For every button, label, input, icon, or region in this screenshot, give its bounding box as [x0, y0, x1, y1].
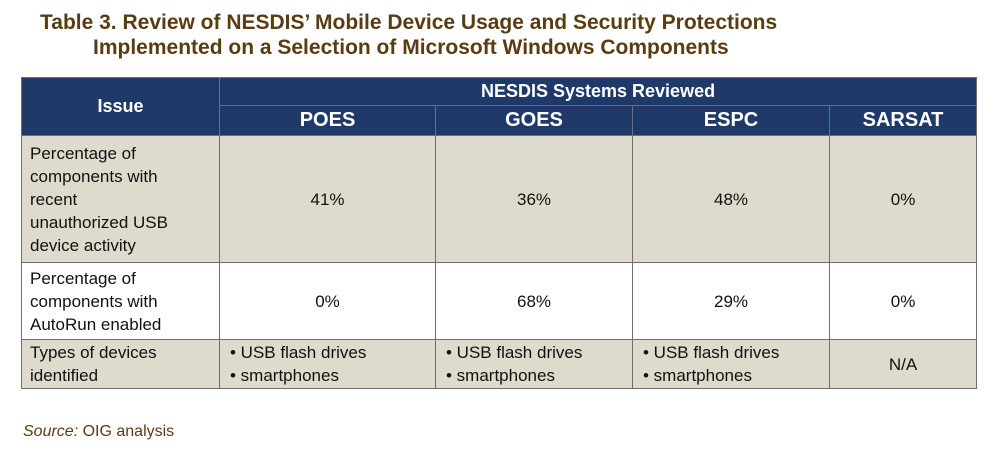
issue-line: AutoRun enabled: [30, 314, 162, 334]
value-cell-sarsat: 0%: [828, 135, 978, 263]
source-label: Source:: [23, 423, 79, 440]
system-header-goes: GOES: [435, 105, 633, 136]
issue-line: identified: [30, 366, 99, 385]
source-note: Source: OIG analysis: [23, 423, 174, 441]
device-list-goes: • USB flash drives • smartphones: [435, 339, 633, 389]
issue-line: recent: [30, 189, 78, 209]
issue-cell: Types of devices identified: [21, 339, 220, 389]
value-cell-espc: 48%: [632, 135, 830, 263]
list-item: • USB flash drives: [230, 343, 367, 362]
value-cell-espc: 29%: [632, 262, 830, 340]
list-item: • smartphones: [230, 366, 339, 385]
issue-line: components with: [30, 166, 158, 186]
title-line-2: Implemented on a Selection of Microsoft …: [93, 36, 729, 59]
value-cell-sarsat: N/A: [828, 339, 978, 389]
issue-line: Percentage of: [30, 143, 136, 163]
value-cell-poes: 41%: [219, 135, 436, 263]
title-line-1: Table 3. Review of NESDIS’ Mobile Device…: [40, 11, 778, 34]
value-cell-goes: 36%: [435, 135, 633, 263]
issue-cell: Percentage of components with recent una…: [21, 135, 220, 263]
issue-cell: Percentage of components with AutoRun en…: [21, 262, 220, 340]
list-item: • smartphones: [446, 366, 555, 385]
list-item: • smartphones: [643, 366, 752, 385]
issue-header: Issue: [21, 77, 220, 136]
list-item: • USB flash drives: [446, 343, 583, 362]
value-cell-goes: 68%: [435, 262, 633, 340]
table-row: Types of devices identified • USB flash …: [21, 339, 978, 389]
value-cell-sarsat: 0%: [828, 262, 978, 340]
list-item: • USB flash drives: [643, 343, 780, 362]
review-table: Issue NESDIS Systems Reviewed POES GOES …: [21, 76, 978, 389]
issue-line: unauthorized USB: [30, 212, 168, 232]
issue-line: device activity: [30, 235, 136, 255]
device-list-poes: • USB flash drives • smartphones: [219, 339, 436, 389]
system-header-sarsat: SARSAT: [828, 105, 978, 136]
system-header-poes: POES: [219, 105, 436, 136]
table-row: Percentage of components with AutoRun en…: [21, 262, 978, 340]
issue-line: Percentage of: [30, 268, 136, 288]
system-header-espc: ESPC: [632, 105, 830, 136]
table-title: Table 3. Review of NESDIS’ Mobile Device…: [0, 10, 1003, 60]
value-cell-poes: 0%: [219, 262, 436, 340]
systems-group-header: NESDIS Systems Reviewed: [218, 76, 978, 107]
device-list-espc: • USB flash drives • smartphones: [632, 339, 830, 389]
issue-line: Types of devices: [30, 343, 157, 362]
table-row: Percentage of components with recent una…: [21, 135, 978, 263]
source-text: OIG analysis: [78, 423, 175, 440]
issue-line: components with: [30, 291, 158, 311]
